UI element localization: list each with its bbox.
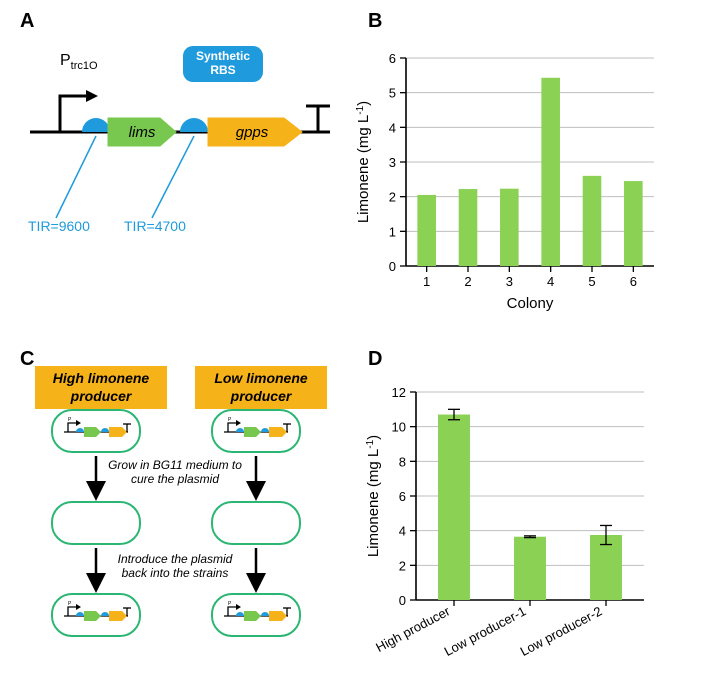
- svg-text:6: 6: [630, 274, 637, 289]
- svg-text:3: 3: [506, 274, 513, 289]
- svg-text:4: 4: [389, 120, 396, 135]
- workflow-svg: P: [20, 358, 350, 668]
- gene2-label: gpps: [236, 124, 269, 141]
- svg-text:4: 4: [547, 274, 554, 289]
- step1-text: Grow in BG11 medium to cure the plasmid: [105, 458, 245, 486]
- svg-text:6: 6: [399, 489, 406, 504]
- svg-text:10: 10: [392, 420, 406, 435]
- svg-text:2: 2: [389, 190, 396, 205]
- svg-text:1: 1: [389, 224, 396, 239]
- svg-text:Colony: Colony: [507, 295, 554, 312]
- svg-text:Limonene (mg L-1): Limonene (mg L-1): [365, 435, 382, 557]
- panel-label-b: B: [368, 10, 382, 33]
- gene1-label: lims: [129, 124, 156, 141]
- svg-text:Low producer-1: Low producer-1: [442, 603, 529, 659]
- svg-text:5: 5: [588, 274, 595, 289]
- svg-text:High producer: High producer: [373, 603, 453, 655]
- svg-text:5: 5: [389, 86, 396, 101]
- svg-text:Low producer-2: Low producer-2: [518, 603, 605, 659]
- svg-text:1: 1: [423, 274, 430, 289]
- step2-text: Introduce the plasmid back into the stra…: [105, 552, 245, 580]
- svg-text:4: 4: [399, 524, 406, 539]
- svg-text:2: 2: [464, 274, 471, 289]
- svg-text:8: 8: [399, 454, 406, 469]
- svg-text:2: 2: [399, 558, 406, 573]
- svg-text:Limonene (mg L-1): Limonene (mg L-1): [355, 101, 372, 223]
- svg-text:3: 3: [389, 155, 396, 170]
- svg-text:0: 0: [399, 593, 406, 608]
- panel-label-a: A: [20, 10, 34, 33]
- tir1-label: TIR=9600: [28, 218, 90, 234]
- panel-a: Ptrc1O Synthetic RBS lims gpps: [20, 40, 350, 290]
- figure-root: A B C D Ptrc1O Synthetic RBS: [0, 0, 715, 688]
- panel-label-d: D: [368, 348, 382, 371]
- tir2-label: TIR=4700: [124, 218, 186, 234]
- svg-text:6: 6: [389, 51, 396, 66]
- svg-text:12: 12: [392, 385, 406, 400]
- svg-text:0: 0: [389, 259, 396, 274]
- panel-c: High limonene producer Low limonene prod…: [20, 358, 350, 668]
